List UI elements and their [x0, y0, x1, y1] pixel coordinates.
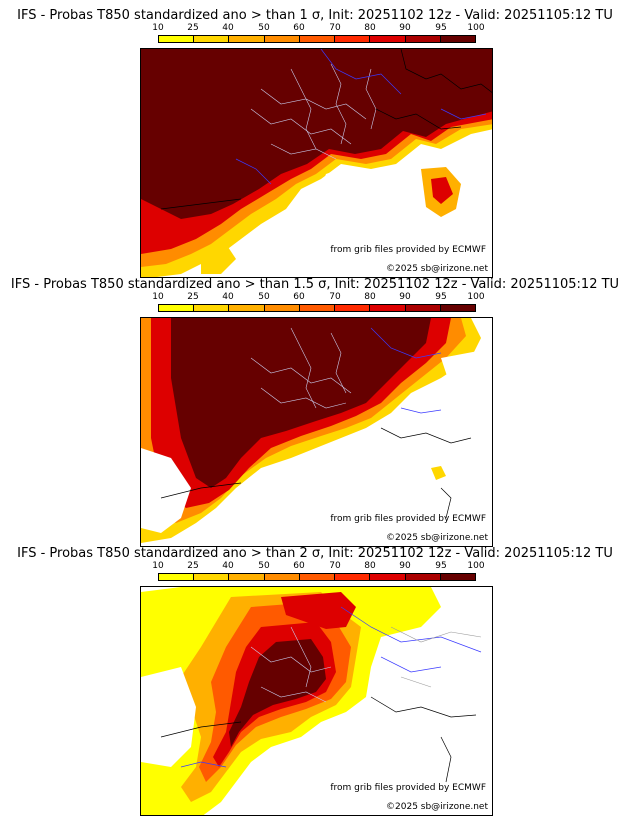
colorbar-labels: 10 25 40 50 60 70 80 90 95 100 [152, 292, 484, 304]
colorbar-segment [159, 36, 195, 42]
colorbar-tick: 50 [258, 23, 270, 33]
colorbar-tick: 70 [329, 23, 341, 33]
colorbar [158, 573, 476, 581]
colorbar-segment [335, 574, 371, 580]
colorbar-tick: 10 [152, 292, 164, 302]
colorbar-tick: 25 [187, 292, 199, 302]
colorbar-tick: 90 [399, 23, 411, 33]
colorbar-segment [264, 36, 300, 42]
colorbar-segment [440, 36, 475, 42]
colorbar [158, 304, 476, 312]
probability-map: from grib files provided by ECMWF ©2025 … [140, 586, 493, 816]
credit-grib: from grib files provided by ECMWF [330, 514, 486, 524]
colorbar-tick: 95 [435, 561, 447, 571]
colorbar-labels: 10 25 40 50 60 70 80 90 95 100 [152, 561, 484, 573]
colorbar-tick: 100 [467, 23, 485, 33]
credit-grib: from grib files provided by ECMWF [330, 783, 486, 793]
colorbar-tick: 10 [152, 23, 164, 33]
colorbar-tick: 80 [364, 292, 376, 302]
credit-site: ©2025 sb@irizone.net [386, 264, 488, 274]
colorbar-segment [335, 305, 371, 311]
colorbar-tick: 100 [467, 561, 485, 571]
colorbar-segment [370, 305, 406, 311]
map-graphic [141, 49, 492, 277]
map-graphic [141, 587, 492, 815]
probability-map: from grib files provided by ECMWF ©2025 … [140, 317, 493, 547]
colorbar-tick: 90 [399, 561, 411, 571]
colorbar-segment [440, 574, 475, 580]
colorbar-tick: 25 [187, 23, 199, 33]
panel-title: IFS - Probas T850 standardized ano > tha… [17, 546, 613, 561]
colorbar-segment [194, 574, 230, 580]
colorbar-tick: 60 [293, 561, 305, 571]
colorbar-tick: 50 [258, 561, 270, 571]
map-graphic [141, 318, 492, 546]
panel-title: IFS - Probas T850 standardized ano > tha… [10, 277, 620, 292]
colorbar-segment [335, 36, 371, 42]
map-panel-3: IFS - Probas T850 standardized ano > tha… [0, 546, 630, 822]
colorbar-segment [299, 36, 336, 42]
colorbar-tick: 100 [467, 292, 485, 302]
colorbar-tick: 25 [187, 561, 199, 571]
credit-grib: from grib files provided by ECMWF [330, 245, 486, 255]
colorbar-tick: 70 [329, 292, 341, 302]
colorbar-segment [405, 305, 441, 311]
colorbar-segment [264, 574, 300, 580]
colorbar-segment [440, 305, 475, 311]
colorbar-tick: 60 [293, 292, 305, 302]
colorbar [158, 35, 476, 43]
colorbar-tick: 80 [364, 561, 376, 571]
colorbar-tick: 95 [435, 292, 447, 302]
probability-map: from grib files provided by ECMWF ©2025 … [140, 48, 493, 278]
colorbar-segment [159, 574, 195, 580]
map-panel-2: IFS - Probas T850 standardized ano > tha… [0, 277, 630, 553]
colorbar-segment [194, 36, 230, 42]
colorbar-segment [370, 36, 406, 42]
colorbar-segment [370, 574, 406, 580]
credit-site: ©2025 sb@irizone.net [386, 802, 488, 812]
colorbar-tick: 40 [222, 561, 234, 571]
colorbar-segment [264, 305, 300, 311]
map-panel-1: IFS - Probas T850 standardized ano > tha… [0, 8, 630, 284]
colorbar-segment [229, 305, 265, 311]
colorbar-tick: 95 [435, 23, 447, 33]
colorbar-segment [405, 36, 441, 42]
colorbar-segment [229, 574, 265, 580]
colorbar-labels: 10 25 40 50 60 70 80 90 95 100 [152, 23, 484, 35]
colorbar-tick: 70 [329, 561, 341, 571]
colorbar-tick: 80 [364, 23, 376, 33]
colorbar-segment [194, 305, 230, 311]
colorbar-segment [299, 574, 336, 580]
credit-site: ©2025 sb@irizone.net [386, 533, 488, 543]
colorbar-tick: 50 [258, 292, 270, 302]
colorbar-segment [405, 574, 441, 580]
colorbar-segment [229, 36, 265, 42]
colorbar-segment [159, 305, 195, 311]
colorbar-tick: 90 [399, 292, 411, 302]
colorbar-tick: 40 [222, 23, 234, 33]
colorbar-segment [299, 305, 336, 311]
colorbar-tick: 40 [222, 292, 234, 302]
colorbar-tick: 10 [152, 561, 164, 571]
colorbar-tick: 60 [293, 23, 305, 33]
panel-title: IFS - Probas T850 standardized ano > tha… [17, 8, 613, 23]
